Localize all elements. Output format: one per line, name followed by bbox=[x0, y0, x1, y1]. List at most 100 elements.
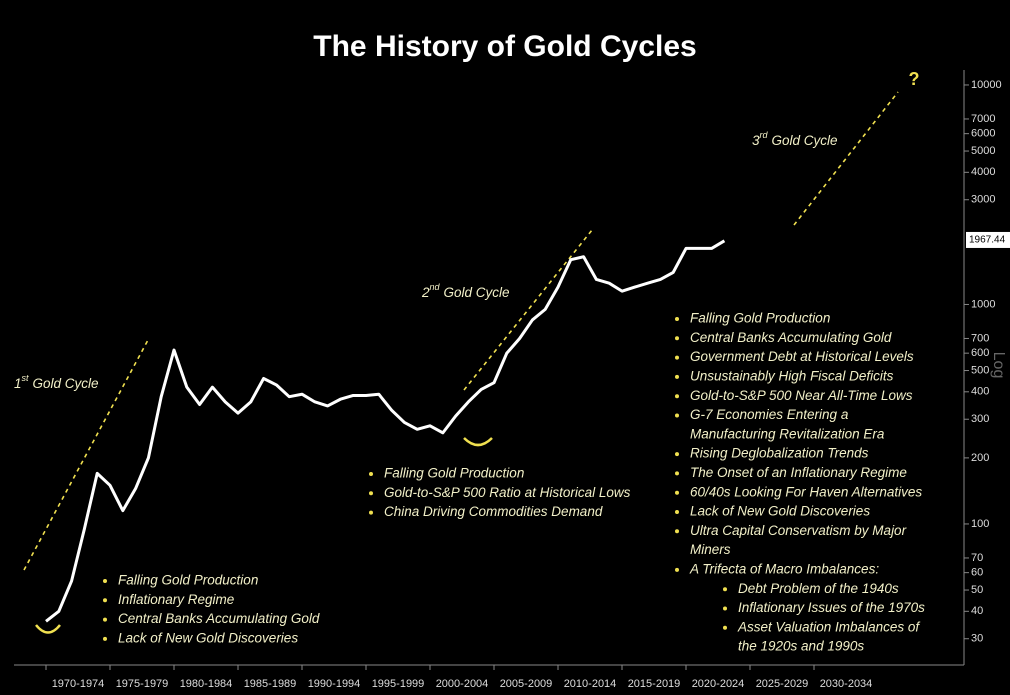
bullet-text: Gold-to-S&P 500 Ratio at Historical Lows bbox=[384, 485, 631, 500]
bullet bbox=[103, 617, 107, 622]
y-tick-label: 400 bbox=[971, 386, 989, 398]
y-tick-label: 700 bbox=[971, 332, 989, 344]
x-tick-label: 2000-2004 bbox=[436, 678, 489, 690]
bullet bbox=[723, 625, 727, 630]
bullet-text: A Trifecta of Macro Imbalances: bbox=[689, 561, 879, 576]
bullet-text: Falling Gold Production bbox=[690, 311, 830, 326]
bullet-text: Debt Problem of the 1940s bbox=[738, 581, 899, 596]
bullet-text: The Onset of an Inflationary Regime bbox=[690, 465, 907, 480]
x-tick-label: 1990-1994 bbox=[308, 678, 361, 690]
bullet-text: China Driving Commodities Demand bbox=[384, 504, 603, 519]
y-tick-label: 5000 bbox=[971, 145, 995, 157]
y-tick-label: 500 bbox=[971, 364, 989, 376]
bullet-text: Miners bbox=[690, 542, 731, 557]
bullet-text: Manufacturing Revitalization Era bbox=[690, 426, 885, 441]
y-tick-label: 3000 bbox=[971, 194, 995, 206]
bullet-text: Central Banks Accumulating Gold bbox=[118, 611, 320, 626]
bullet bbox=[369, 491, 373, 496]
bullet bbox=[103, 598, 107, 603]
bullet bbox=[369, 510, 373, 515]
last-price-box bbox=[966, 231, 1010, 248]
x-tick-label: 2005-2009 bbox=[500, 678, 553, 690]
y-tick-label: 50 bbox=[971, 584, 983, 596]
bullet-text: Rising Deglobalization Trends bbox=[690, 446, 869, 461]
bullet-text: Inflationary Issues of the 1970s bbox=[738, 600, 925, 615]
y-tick-label: 60 bbox=[971, 567, 983, 579]
bullet-text: Unsustainably High Fiscal Deficits bbox=[690, 368, 894, 383]
bullet bbox=[675, 490, 679, 495]
y-tick-label: 70 bbox=[971, 552, 983, 564]
x-tick-label: 2015-2019 bbox=[628, 678, 681, 690]
bullet-text: Falling Gold Production bbox=[384, 466, 524, 481]
line bbox=[45, 239, 726, 623]
cycle-suffix: nd bbox=[430, 282, 441, 292]
bullet-text: Lack of New Gold Discoveries bbox=[690, 504, 870, 519]
cycle-text: Gold Cycle bbox=[444, 285, 510, 300]
y-tick-label: 40 bbox=[971, 605, 983, 617]
bullet-text: Gold-to-S&P 500 Near All-Time Lows bbox=[690, 388, 913, 403]
y-tick-label: 300 bbox=[971, 413, 989, 425]
x-tick-label: 2025-2029 bbox=[756, 678, 809, 690]
cycle-suffix: rd bbox=[760, 130, 769, 140]
bullet bbox=[675, 510, 679, 514]
cycle-number: 3 bbox=[752, 133, 760, 148]
bullet-text: Central Banks Accumulating Gold bbox=[690, 330, 892, 345]
arrow bbox=[23, 339, 149, 571]
low-mark bbox=[463, 437, 493, 447]
bullet bbox=[675, 317, 679, 321]
x-tick-label: 2010-2014 bbox=[564, 678, 617, 690]
bullet-text: Inflationary Regime bbox=[118, 592, 234, 607]
bullet-text: Asset Valuation Imbalances of bbox=[737, 619, 920, 634]
x-tick-label: 2020-2024 bbox=[692, 678, 745, 690]
bullet bbox=[675, 355, 679, 360]
bullet-text: Lack of New Gold Discoveries bbox=[118, 630, 298, 645]
bullet bbox=[723, 587, 727, 592]
low-mark bbox=[35, 624, 61, 634]
cycle-label: 1st Gold Cycle bbox=[14, 373, 99, 390]
x-tick-label: 1975-1979 bbox=[116, 678, 169, 690]
bullet-text: Government Debt at Historical Levels bbox=[690, 349, 914, 364]
y-tick-label: 10000 bbox=[971, 79, 1002, 91]
y-tick-label: 30 bbox=[971, 633, 983, 645]
bullet bbox=[675, 374, 679, 379]
cycle-text: Gold Cycle bbox=[33, 376, 99, 391]
last-price-label: 1967.44 bbox=[969, 235, 1006, 246]
bullet-text: the 1920s and 1990s bbox=[738, 639, 864, 654]
bullet-text: Ultra Capital Conservatism by Major bbox=[690, 523, 907, 538]
x-tick-label: 2030-2034 bbox=[820, 678, 873, 690]
bullet bbox=[723, 606, 727, 611]
x-tick-label: 1985-1989 bbox=[244, 678, 297, 690]
bullet bbox=[369, 472, 373, 476]
x-tick-label: 1980-1984 bbox=[180, 678, 233, 690]
y-tick-label: 6000 bbox=[971, 128, 995, 140]
bullet bbox=[675, 413, 679, 418]
bullet bbox=[675, 567, 679, 572]
y-tick-label: 7000 bbox=[971, 113, 995, 125]
y-tick-label: 600 bbox=[971, 347, 989, 359]
arrows bbox=[23, 91, 899, 571]
bullet bbox=[103, 579, 107, 583]
arrow bbox=[463, 229, 593, 391]
cycle-number: 1 bbox=[14, 376, 22, 391]
bullet-text: Falling Gold Production bbox=[118, 573, 258, 588]
cycle-label: 3rd Gold Cycle bbox=[752, 130, 838, 147]
bullet bbox=[103, 636, 107, 641]
bullet bbox=[675, 452, 679, 457]
bullet bbox=[675, 471, 679, 476]
cycle-text: Gold Cycle bbox=[772, 133, 838, 148]
cycle-label: 2nd Gold Cycle bbox=[421, 282, 510, 299]
chart-title: The History of Gold Cycles bbox=[313, 30, 696, 63]
bullet-text: G-7 Economies Entering a bbox=[690, 407, 849, 422]
lows bbox=[35, 437, 493, 634]
y-tick-label: 200 bbox=[971, 452, 989, 464]
x-tick-label: 1970-1974 bbox=[52, 678, 105, 690]
y-axis-label: Log bbox=[990, 352, 1007, 379]
x-tick-label: 1995-1999 bbox=[372, 678, 425, 690]
question-mark: ? bbox=[909, 69, 920, 89]
y-tick-label: 4000 bbox=[971, 166, 995, 178]
y-tick-label: 100 bbox=[971, 518, 989, 530]
cycle-suffix: st bbox=[22, 373, 30, 383]
bullet bbox=[675, 336, 679, 341]
